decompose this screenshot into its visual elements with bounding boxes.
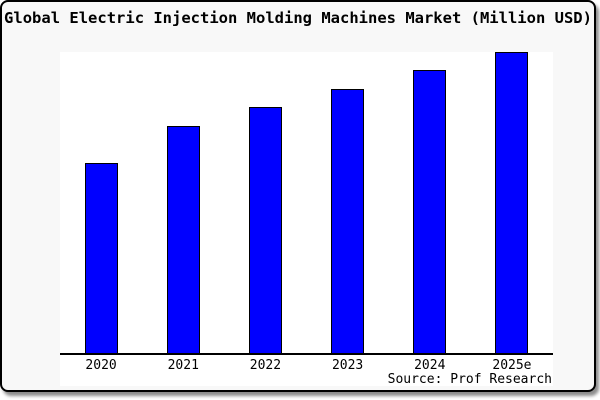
x-tick-2022: 2022 [249, 358, 282, 373]
bars-container [60, 52, 553, 355]
chart-canvas: Global Electric Injection Molding Machin… [0, 0, 596, 392]
bar-2024 [413, 70, 447, 353]
bar-slot-2024 [389, 52, 471, 353]
x-tick-2021: 2021 [167, 358, 199, 373]
x-tick-2024: 2024 [414, 358, 446, 373]
x-tick-2023: 2023 [331, 358, 364, 373]
bar-slot-2023 [307, 52, 389, 353]
x-axis-tick-labels: 2020 2021 2022 2023 2024 2025e [60, 355, 553, 373]
bar-slot-2020 [60, 52, 142, 353]
plot-area: 2020 2021 2022 2023 2024 2025e Source: Prof R… [60, 52, 553, 387]
x-tick-2025e: 2025e [492, 358, 532, 373]
bar-slot-2021 [142, 52, 224, 353]
bar-2025e [495, 52, 529, 353]
chart-title: Global Electric Injection Molding Machin… [4, 9, 592, 27]
bar-2022 [248, 107, 282, 353]
bar-slot-2022 [224, 52, 306, 353]
bar-2021 [166, 126, 200, 353]
bar-2023 [331, 89, 365, 353]
bar-2020 [84, 163, 118, 353]
bar-slot-2025e [471, 52, 553, 353]
source-credit: Source: Prof Research [387, 372, 552, 387]
x-tick-2020: 2020 [85, 358, 117, 373]
